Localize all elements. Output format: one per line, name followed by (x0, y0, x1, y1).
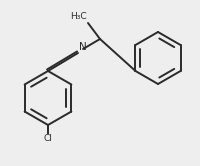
Text: N: N (79, 42, 86, 52)
Text: Cl: Cl (43, 134, 52, 143)
Text: H₃C: H₃C (70, 12, 87, 21)
